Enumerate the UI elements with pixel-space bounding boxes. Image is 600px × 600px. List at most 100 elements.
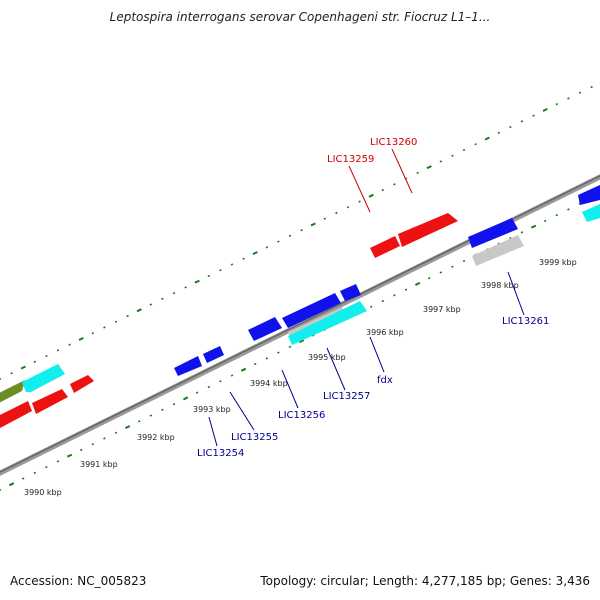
minor-tick xyxy=(509,236,512,240)
major-tick xyxy=(542,107,548,112)
lower-tick-track xyxy=(0,196,595,491)
minor-tick xyxy=(242,257,245,260)
major-tick xyxy=(530,224,537,229)
major-tick xyxy=(194,279,200,284)
minor-tick xyxy=(207,385,211,389)
minor-tick xyxy=(288,234,292,238)
minor-tick xyxy=(161,408,164,412)
minor-tick xyxy=(265,357,269,360)
gene-arrow[interactable] xyxy=(0,401,32,428)
minor-tick xyxy=(126,314,129,318)
gene-arrow[interactable] xyxy=(203,346,224,363)
major-tick xyxy=(368,193,374,198)
minor-tick xyxy=(10,372,13,375)
gene-arrow[interactable] xyxy=(282,293,341,328)
scale-label-3997: 3997 kbp xyxy=(423,305,461,314)
minor-tick xyxy=(555,102,559,106)
minor-tick xyxy=(439,271,443,274)
gene-label-lic13257[interactable]: LIC13257 xyxy=(323,391,370,402)
minor-tick xyxy=(567,208,570,211)
minor-tick xyxy=(427,276,431,280)
minor-tick xyxy=(520,231,524,234)
minor-tick xyxy=(149,414,153,417)
minor-tick xyxy=(393,183,396,186)
minor-tick xyxy=(103,326,106,329)
minor-tick xyxy=(416,171,419,175)
scale-label-3998: 3998 kbp xyxy=(481,281,519,290)
major-tick xyxy=(484,136,490,141)
minor-tick xyxy=(567,97,570,100)
minor-tick xyxy=(0,488,2,491)
gene-label-lic13255[interactable]: LIC13255 xyxy=(231,432,278,443)
minor-tick xyxy=(543,219,547,223)
scale-label-3992: 3992 kbp xyxy=(137,433,175,442)
gene-label-lic13260[interactable]: LIC13260 xyxy=(370,137,417,148)
minor-tick xyxy=(207,274,211,278)
minor-tick xyxy=(195,391,199,394)
minor-tick xyxy=(33,471,37,475)
gene-arrow[interactable] xyxy=(288,301,367,345)
scale-label-3999: 3999 kbp xyxy=(539,258,577,267)
minor-tick xyxy=(277,351,280,354)
minor-tick xyxy=(323,217,327,220)
minor-tick xyxy=(578,91,582,94)
scale-label-3993: 3993 kbp xyxy=(193,405,231,414)
scale-label-3991: 3991 kbp xyxy=(80,460,118,469)
gene-arrow[interactable] xyxy=(248,317,282,341)
scale-label-3994: 3994 kbp xyxy=(250,379,288,388)
gene-label-lic13256[interactable]: LIC13256 xyxy=(278,410,325,421)
major-tick xyxy=(124,425,131,430)
minor-tick xyxy=(114,320,118,323)
gene-arrow[interactable] xyxy=(578,185,600,205)
minor-tick xyxy=(33,360,37,364)
major-tick xyxy=(20,365,26,370)
minor-tick xyxy=(369,305,373,308)
minor-tick xyxy=(265,246,269,249)
minor-tick xyxy=(439,160,443,163)
gene-label-lic13254[interactable]: LIC13254 xyxy=(197,448,244,459)
gene-arrow[interactable] xyxy=(398,213,458,247)
minor-tick xyxy=(335,211,338,215)
minor-tick xyxy=(68,343,71,346)
major-tick xyxy=(182,396,189,401)
minor-tick xyxy=(346,206,350,209)
gene-label-lic13261[interactable]: LIC13261 xyxy=(502,316,549,327)
minor-tick xyxy=(404,288,408,291)
minor-tick xyxy=(161,297,164,301)
scale-label-3995: 3995 kbp xyxy=(308,353,346,362)
gene-arrow[interactable] xyxy=(32,389,68,414)
minor-tick xyxy=(462,148,466,152)
major-tick xyxy=(240,367,247,372)
gene-arrow[interactable] xyxy=(70,375,94,393)
forward-strand-genes xyxy=(0,185,600,405)
gene-arrow[interactable] xyxy=(370,236,400,258)
gene-arrow[interactable] xyxy=(472,235,524,266)
gene-arrow[interactable] xyxy=(468,218,518,248)
minor-tick xyxy=(520,120,524,123)
gene-arrow[interactable] xyxy=(582,204,600,222)
gene-arrow[interactable] xyxy=(22,364,65,392)
gene-label-fdx[interactable]: fdx xyxy=(377,375,393,386)
major-tick xyxy=(426,165,432,170)
major-tick xyxy=(414,281,421,286)
minor-tick xyxy=(0,377,2,380)
gene-arrow[interactable] xyxy=(174,356,202,376)
major-tick xyxy=(136,308,142,313)
upper-tick-track xyxy=(0,85,593,380)
gene-arrow[interactable] xyxy=(0,380,25,405)
major-tick xyxy=(78,336,84,341)
gene-arrow[interactable] xyxy=(340,284,361,301)
minor-tick xyxy=(137,420,141,423)
gene-label-lic13259[interactable]: LIC13259 xyxy=(327,154,374,165)
minor-tick xyxy=(358,200,361,203)
minor-tick xyxy=(393,294,396,297)
minor-tick xyxy=(149,303,153,306)
minor-tick xyxy=(497,131,501,135)
minor-tick xyxy=(45,354,48,358)
minor-tick xyxy=(219,269,222,272)
minor-tick xyxy=(590,85,593,89)
major-tick xyxy=(298,339,305,344)
minor-tick xyxy=(219,380,222,383)
minor-tick xyxy=(381,188,385,192)
minor-tick xyxy=(103,437,106,440)
